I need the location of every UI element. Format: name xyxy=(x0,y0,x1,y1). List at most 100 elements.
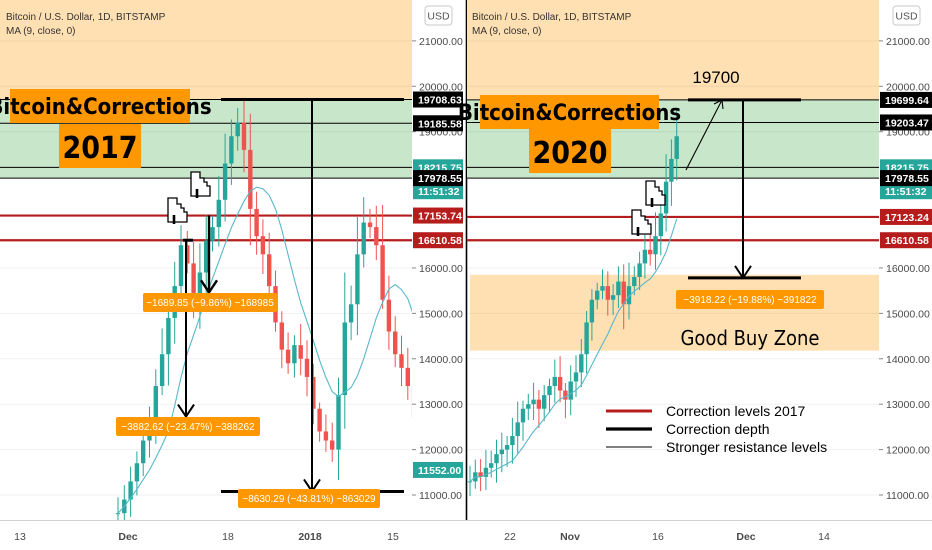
candle-body xyxy=(542,395,547,409)
legend-item-resistance: Stronger resistance levels xyxy=(606,439,827,455)
price-tag-label: 17123.24 xyxy=(885,212,929,224)
price-tag xyxy=(413,461,463,478)
candle-body xyxy=(330,440,335,450)
arrow-down-icon xyxy=(177,403,195,419)
big-label-title: Bitcoin&Corrections xyxy=(458,95,681,129)
candle-body xyxy=(304,358,310,377)
pointing-hand-icon xyxy=(190,171,211,198)
candle-body xyxy=(552,376,557,387)
axis-tick-label: 11000.00 xyxy=(886,490,929,502)
time-tick-label: Nov xyxy=(560,531,580,543)
buy-zone-label: Good Buy Zone xyxy=(680,326,819,350)
pane-title: Bitcoin / U.S. Dollar, 1D, BITSTAMP xyxy=(6,12,166,23)
candle-body xyxy=(311,376,316,409)
legend-label: Stronger resistance levels xyxy=(666,439,827,455)
price-tags: 19708.6319185.5818215.7511:51:3217978.55… xyxy=(413,91,463,478)
time-tick-label: Dec xyxy=(118,531,137,543)
candle-body xyxy=(478,472,483,477)
axis-tick-label: 20000.00 xyxy=(886,81,930,93)
pointing-hand-icon xyxy=(167,197,188,224)
candle-body xyxy=(669,158,674,182)
pane-title: Bitcoin / U.S. Dollar, 1D, BITSTAMP xyxy=(472,12,632,23)
correction-depth-lines xyxy=(688,98,801,280)
big-label-year-text: 2017 xyxy=(62,131,137,166)
candle-body xyxy=(204,240,209,273)
price-axis-left[interactable]: 11000.00 12000.00 13000.00 14000.00 15000.00… xyxy=(412,0,465,520)
price-tag xyxy=(413,183,463,200)
pane-2017: Bitcoin / U.S. Dollar, 1D, BITSTAMP MA (… xyxy=(0,0,429,528)
candle-body xyxy=(153,386,158,423)
price-axis-ticks: 11000.00 12000.00 13000.00 14000.00 15000.00… xyxy=(879,36,930,502)
big-label-text: Bitcoin&Corrections xyxy=(0,95,212,120)
candle-body xyxy=(115,513,121,515)
candle-body xyxy=(510,435,515,446)
indicator-label: MA (9, close, 0) xyxy=(472,26,541,37)
candle-body xyxy=(210,227,215,241)
candle-body xyxy=(653,236,658,255)
axis-tick-label: 12000.00 xyxy=(419,445,463,457)
price-tag xyxy=(413,232,463,249)
measure-label-1: −1689.85 (−9.86%) −168985 xyxy=(143,293,277,312)
candle-body xyxy=(298,345,303,359)
candle-body xyxy=(531,399,536,405)
price-tag xyxy=(880,114,932,131)
buy-zone xyxy=(470,274,879,351)
price-tag-label: 19203.47 xyxy=(885,117,929,129)
candle-body xyxy=(393,331,398,355)
axis-tick-label: 21000.00 xyxy=(886,36,930,48)
candle-body xyxy=(254,208,259,237)
candle-body xyxy=(405,367,410,387)
candle-body xyxy=(520,408,526,423)
arrow-down-icon xyxy=(200,279,218,295)
measure-label-3: −8630.29 (−43.81%) −863029 xyxy=(238,489,380,508)
candle-body xyxy=(367,222,373,228)
time-axis[interactable]: 13 Dec 18 2018 15 22 Nov 16 Dec 14 xyxy=(0,520,932,550)
candle-body xyxy=(489,463,494,468)
candle-body xyxy=(648,249,653,255)
candle-body xyxy=(191,263,196,300)
price-tag-label: 16610.58 xyxy=(885,235,929,247)
time-tick-label: 22 xyxy=(504,531,516,543)
candle-body xyxy=(515,422,520,436)
big-label-year: 2020 xyxy=(529,129,611,173)
candle-body xyxy=(663,181,669,214)
pointing-hand-icon xyxy=(631,209,652,236)
candle-body xyxy=(605,286,610,300)
price-axis-right[interactable]: 11000.00 12000.00 13000.00 14000.00 15000.00… xyxy=(879,0,932,520)
legend-item-correction-levels: Correction levels 2017 xyxy=(606,403,806,419)
candle-body xyxy=(579,354,584,373)
measure-text: −1689.85 (−9.86%) −168985 xyxy=(146,298,274,309)
axis-tick-label: 14000.00 xyxy=(886,354,930,366)
candle-body xyxy=(323,431,329,441)
candle-body xyxy=(336,395,341,450)
candle-body xyxy=(285,349,291,364)
price-tag xyxy=(880,91,932,108)
time-tick-label: 13 xyxy=(14,531,26,543)
legend-label: Correction levels 2017 xyxy=(666,403,806,419)
price-tag-label: 17978.55 xyxy=(418,173,462,185)
candle-body xyxy=(637,263,642,278)
price-tag xyxy=(880,208,932,225)
time-axis-ticks-left: 13 Dec 18 2018 15 xyxy=(14,531,399,543)
price-tag-label: 19185.58 xyxy=(418,118,462,130)
axis-tick-label: 16000.00 xyxy=(886,263,930,275)
candle-body xyxy=(317,408,322,432)
candle-body xyxy=(568,381,573,400)
price-tag-label: 16610.58 xyxy=(418,235,462,247)
candle-body xyxy=(467,481,473,483)
price-tag-label: 11:51:32 xyxy=(418,186,460,198)
candle-body xyxy=(658,213,663,237)
candle-body xyxy=(386,299,392,332)
indicator-label: MA (9, close, 0) xyxy=(6,26,75,37)
price-tag xyxy=(413,115,463,132)
candle-body xyxy=(185,245,190,264)
currency-button[interactable]: USD xyxy=(424,5,453,26)
time-axis-ticks-right: 22 Nov 16 Dec 14 xyxy=(504,531,830,543)
candle-body xyxy=(600,286,605,291)
axis-tick-label: 13000.00 xyxy=(419,399,463,411)
price-tag xyxy=(413,91,463,108)
candle-body xyxy=(197,272,203,300)
measure-label-1: −3918.22 (−19.88%) −391822 xyxy=(676,290,824,309)
big-label-text: Bitcoin&Corrections xyxy=(458,101,681,126)
currency-button[interactable]: USD xyxy=(892,5,921,26)
